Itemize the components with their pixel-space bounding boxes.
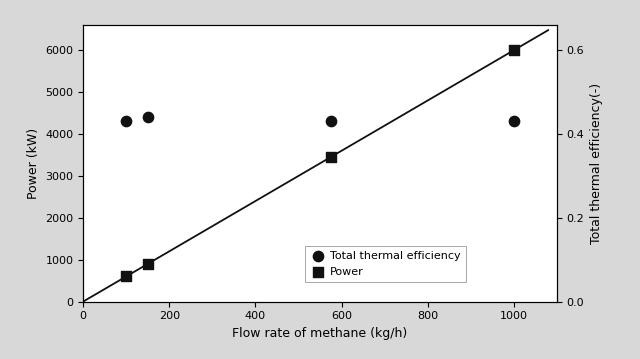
Power	[509, 47, 519, 53]
Total thermal efficiency	[326, 118, 336, 124]
Legend: Total thermal efficiency, Power: Total thermal efficiency, Power	[305, 246, 466, 282]
Total thermal efficiency	[143, 115, 153, 120]
Y-axis label: Total thermal efficiency(-): Total thermal efficiency(-)	[590, 83, 603, 244]
Total thermal efficiency	[509, 118, 519, 124]
Power	[143, 261, 153, 267]
Power	[326, 154, 336, 160]
X-axis label: Flow rate of methane (kg/h): Flow rate of methane (kg/h)	[232, 327, 408, 340]
Total thermal efficiency	[121, 118, 131, 124]
Power	[121, 274, 131, 279]
Y-axis label: Power (kW): Power (kW)	[27, 128, 40, 199]
